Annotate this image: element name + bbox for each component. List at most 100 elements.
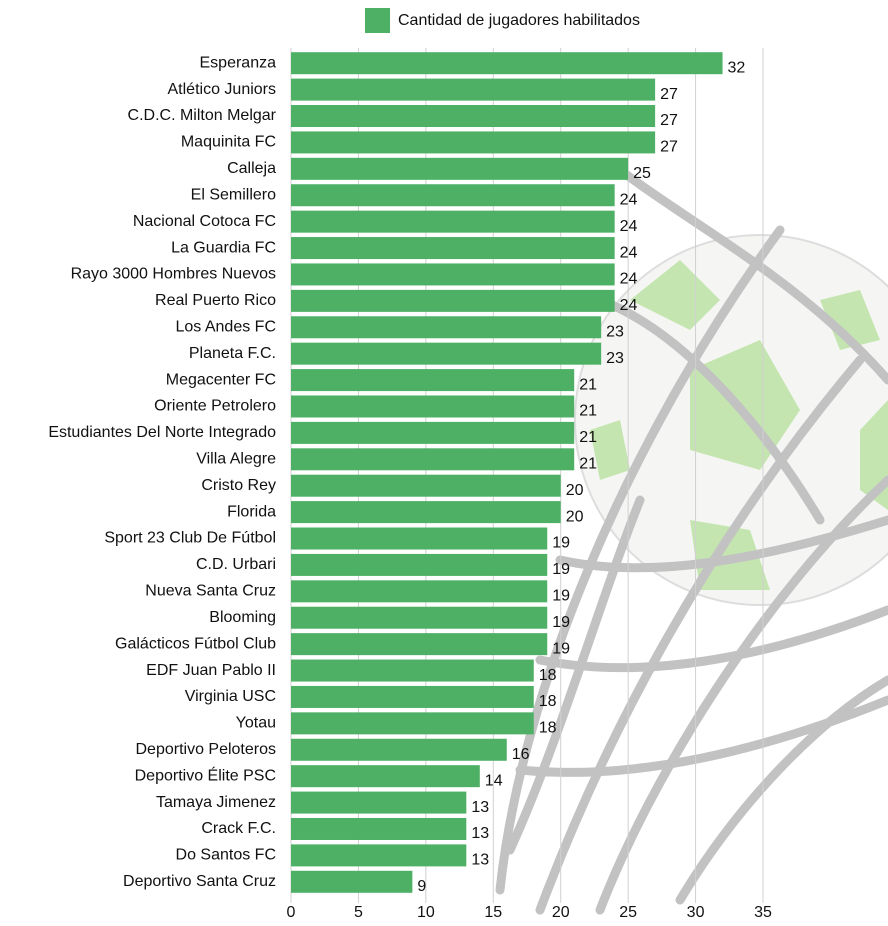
bar [291,660,534,682]
x-tick-label: 25 [619,904,637,921]
value-label: 27 [660,139,678,156]
value-label: 14 [485,772,503,789]
x-tick-label: 30 [687,904,705,921]
y-tick-label: Nueva Santa Cruz [145,583,276,600]
bar [291,607,547,629]
value-label: 24 [620,218,638,235]
value-label: 21 [579,429,597,446]
value-label: 18 [539,667,557,684]
value-label: 18 [539,693,557,710]
y-tick-label: Galácticos Fútbol Club [115,635,276,652]
legend-label: Cantidad de jugadores habilitados [398,12,640,29]
y-tick-label: El Semillero [191,186,276,203]
bar [291,158,628,180]
value-label: 21 [579,403,597,420]
y-tick-label: EDF Juan Pablo II [146,662,276,679]
bar [291,184,615,206]
bar [291,211,615,233]
x-tick-label: 35 [754,904,772,921]
bar [291,501,561,523]
value-label: 24 [620,271,638,288]
y-tick-label: Cristo Rey [201,477,276,494]
value-label: 21 [579,376,597,393]
value-label: 23 [606,350,624,367]
value-label: 13 [471,825,489,842]
value-label: 13 [471,799,489,816]
value-label: 27 [660,86,678,103]
y-tick-label: Deportivo Élite PSC [135,765,276,784]
bar [291,52,723,74]
bar [291,818,466,840]
y-tick-label: Rayo 3000 Hombres Nuevos [71,266,276,283]
x-tick-label: 15 [484,904,502,921]
bar [291,580,547,602]
value-label: 18 [539,720,557,737]
value-label: 21 [579,456,597,473]
bar [291,343,601,365]
value-label: 19 [552,640,570,657]
bar [291,765,480,787]
x-tick-label: 5 [354,904,363,921]
y-tick-label: Maquinita FC [181,134,276,151]
value-label: 9 [417,878,426,895]
y-tick-label: Estudiantes Del Norte Integrado [48,424,276,441]
value-label: 13 [471,852,489,869]
y-tick-label: Yotau [236,715,276,732]
y-tick-label: Blooming [209,609,276,626]
bar [291,237,615,259]
y-tick-label: Esperanza [200,54,277,71]
value-label: 24 [620,191,638,208]
y-tick-label: C.D. Urbari [196,556,276,573]
value-label: 24 [620,297,638,314]
value-label: 25 [633,165,651,182]
value-label: 23 [606,323,624,340]
y-tick-label: Florida [227,503,276,520]
y-tick-label: Do Santos FC [176,847,276,864]
bar [291,871,412,893]
bar [291,105,655,127]
bar [291,422,574,444]
value-label: 24 [620,244,638,261]
chart: Cantidad de jugadores habilitados 051015… [0,0,888,926]
bar [291,369,574,391]
value-label: 16 [512,746,530,763]
y-tick-label: Real Puerto Rico [155,292,276,309]
y-tick-label: Calleja [227,160,276,177]
x-tick-label: 0 [287,904,296,921]
y-tick-label: Atlético Juniors [168,81,277,98]
bar [291,844,466,866]
value-label: 19 [552,561,570,578]
value-label: 20 [566,508,584,525]
y-tick-label: Los Andes FC [176,318,277,335]
bar [291,528,547,550]
y-tick-label: Sport 23 Club De Fútbol [104,530,276,547]
bar [291,316,601,338]
y-tick-label: Deportivo Santa Cruz [123,873,276,890]
bar [291,131,655,153]
bar [291,290,615,312]
legend: Cantidad de jugadores habilitados [365,8,640,33]
bar [291,739,507,761]
y-tick-label: La Guardia FC [171,239,276,256]
y-tick-label: Nacional Cotoca FC [133,213,276,230]
bar [291,448,574,470]
value-label: 32 [728,59,746,76]
bar [291,554,547,576]
y-tick-label: Virginia USC [185,688,276,705]
bar [291,263,615,285]
y-tick-label: Oriente Petrolero [154,398,276,415]
value-label: 19 [552,588,570,605]
bar [291,792,466,814]
y-tick-label: Tamaya Jimenez [156,794,276,811]
y-tick-label: C.D.C. Milton Melgar [128,107,277,124]
x-tick-label: 20 [552,904,570,921]
y-tick-label: Planeta F.C. [189,345,276,362]
value-label: 27 [660,112,678,129]
value-label: 19 [552,614,570,631]
bar [291,712,534,734]
y-tick-label: Crack F.C. [201,820,276,837]
value-label: 20 [566,482,584,499]
bar [291,79,655,101]
y-tick-label: Megacenter FC [166,371,276,388]
bar [291,686,534,708]
